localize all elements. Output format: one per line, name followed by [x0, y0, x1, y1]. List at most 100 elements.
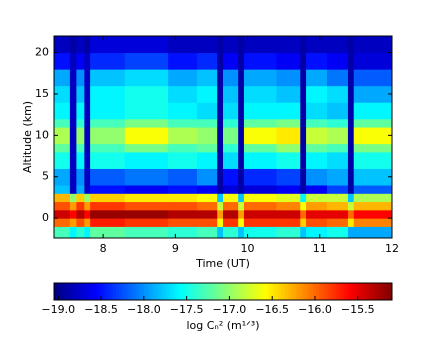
- heatmap-cell: [76, 36, 85, 54]
- heatmap-cell: [217, 143, 224, 153]
- colorbar-step: [248, 283, 252, 300]
- heatmap-cell: [276, 185, 301, 194]
- heatmap-cell: [347, 102, 355, 120]
- heatmap-cell: [276, 36, 301, 54]
- heatmap-cell: [243, 143, 277, 153]
- colorbar-step: [299, 283, 303, 300]
- heatmap-cell: [69, 118, 77, 128]
- colorbar-step: [96, 283, 100, 300]
- heatmap-cell: [76, 102, 85, 120]
- heatmap-cell: [276, 143, 301, 153]
- heatmap-cell: [347, 69, 355, 87]
- colorbar-step: [99, 283, 103, 300]
- heatmap-cell: [223, 85, 239, 103]
- heatmap-cell: [306, 209, 328, 219]
- heatmap-cell: [223, 201, 239, 211]
- colorbar-step: [107, 283, 111, 300]
- heatmap-cell: [238, 127, 245, 145]
- heatmap-cell: [76, 52, 85, 70]
- colorbar-step: [183, 283, 187, 300]
- heatmap-cell: [300, 118, 307, 128]
- heatmap-cell: [243, 102, 277, 120]
- heatmap-cell: [223, 168, 239, 186]
- heatmap-cell: [124, 209, 169, 219]
- heatmap-cell: [300, 102, 307, 120]
- colorbar-step: [239, 283, 244, 300]
- heatmap-cell: [217, 127, 224, 145]
- heatmap-cell: [84, 168, 91, 186]
- heatmap-cell: [223, 127, 239, 145]
- heatmap-cell: [197, 36, 218, 54]
- heatmap-cell: [276, 151, 301, 169]
- heatmap-cell: [54, 118, 71, 128]
- colorbar-step: [68, 283, 72, 300]
- heatmap-cell: [327, 185, 349, 194]
- heatmap-cell: [69, 52, 77, 70]
- heatmap-cell: [300, 193, 307, 203]
- heatmap-cell: [243, 118, 277, 128]
- heatmap-cell: [347, 85, 355, 103]
- colorbar-step: [335, 283, 339, 300]
- heatmap-cell: [238, 201, 245, 211]
- colorbar-step: [270, 283, 275, 300]
- colorbar-step: [327, 283, 331, 300]
- colorbar-step: [386, 283, 390, 300]
- heatmap-cell: [327, 209, 349, 219]
- heatmap-cell: [327, 168, 349, 186]
- heatmap-cell: [217, 201, 224, 211]
- heatmap-cell: [306, 168, 328, 186]
- heatmap-cell: [353, 118, 393, 128]
- heatmap-cell: [347, 127, 355, 145]
- heatmap-cell: [300, 151, 307, 169]
- heatmap-cell: [238, 69, 245, 87]
- heatmap-cell: [197, 118, 218, 128]
- heatmap-cell: [243, 127, 277, 145]
- heatmap-cell: [327, 102, 349, 120]
- heatmap-cell: [197, 201, 218, 211]
- heatmap-cell: [217, 168, 224, 186]
- heatmap-cell: [124, 185, 169, 194]
- heatmap-cell: [197, 185, 218, 194]
- colorbar-step: [192, 283, 196, 300]
- heatmap-cell: [124, 69, 169, 87]
- colorbar-step: [287, 283, 292, 300]
- colorbar-step: [172, 283, 176, 300]
- colorbar-step: [225, 283, 230, 300]
- colorbar-step: [211, 283, 216, 300]
- heatmap-cell: [90, 193, 126, 203]
- heatmap-cell: [54, 185, 71, 194]
- heatmap-cell: [347, 143, 355, 153]
- colorbar-tick-label: −18.0: [127, 303, 161, 316]
- heatmap-cell: [90, 52, 126, 70]
- heatmap-cell: [90, 36, 126, 54]
- heatmap-cell: [238, 52, 245, 70]
- colorbar-step: [104, 283, 109, 300]
- heatmap-cell: [84, 36, 91, 54]
- colorbar-step: [197, 283, 201, 300]
- colorbar-step: [284, 283, 289, 300]
- heatmap-cell: [90, 209, 126, 219]
- colorbar-step: [146, 283, 151, 300]
- colorbar-step: [82, 283, 86, 300]
- heatmap-cell: [223, 36, 239, 54]
- heatmap-cell: [223, 193, 239, 203]
- heatmap-cell: [276, 85, 301, 103]
- heatmap-cell: [197, 52, 218, 70]
- heatmap-cell: [353, 209, 393, 219]
- heatmap-cell: [243, 201, 277, 211]
- heatmap-cell: [223, 209, 239, 219]
- heatmap-cell: [69, 85, 77, 103]
- plot-frame: [53, 35, 393, 239]
- heatmap-cell: [353, 127, 393, 145]
- heatmap-cell: [54, 168, 71, 186]
- y-tick-label: 10: [35, 128, 49, 141]
- colorbar-step: [113, 283, 117, 300]
- colorbar-step: [138, 283, 142, 300]
- colorbar-step: [265, 283, 269, 300]
- colorbar-step: [124, 283, 128, 300]
- colorbar-step: [262, 283, 266, 300]
- heatmap-cell: [238, 102, 245, 120]
- colorbar-step: [208, 283, 213, 300]
- heatmap-cell: [238, 218, 245, 227]
- colorbar-step: [121, 283, 125, 300]
